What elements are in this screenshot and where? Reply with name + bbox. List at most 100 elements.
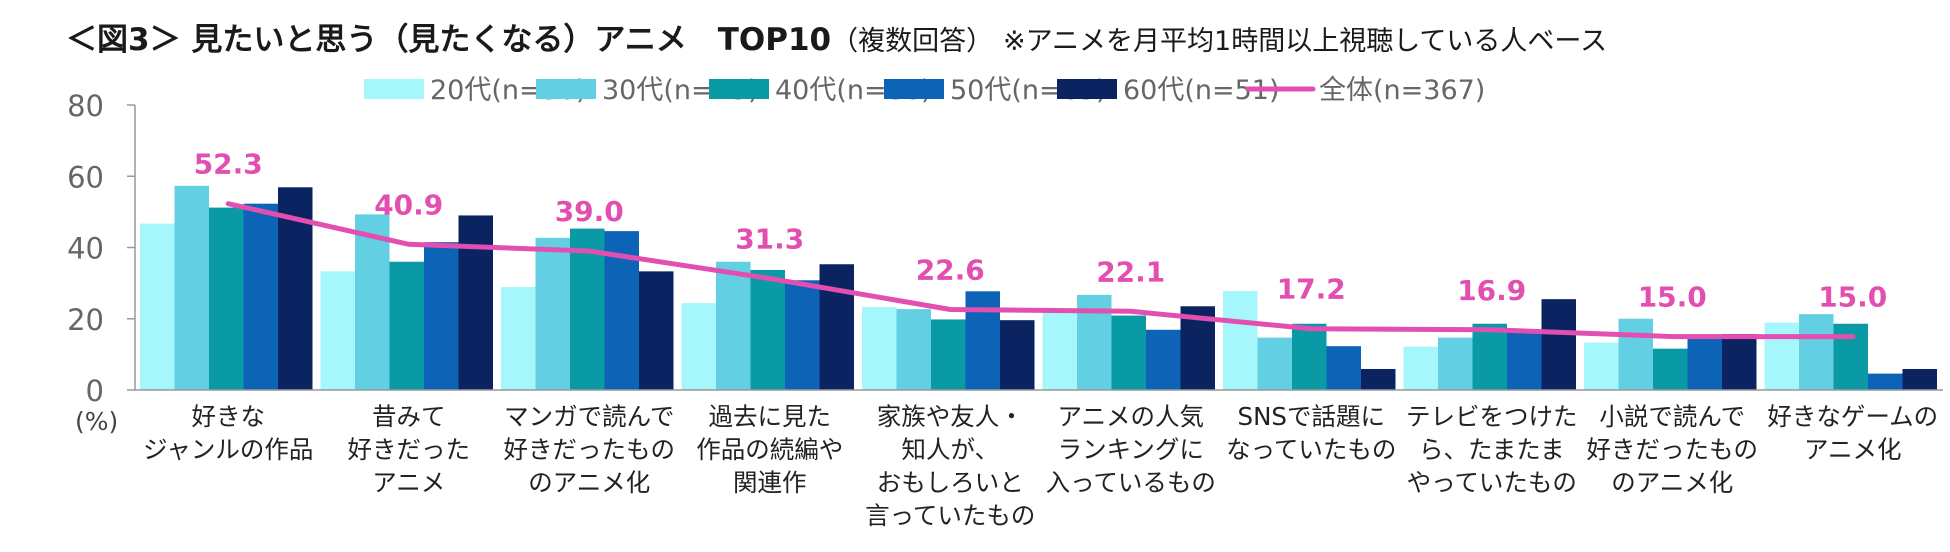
legend-label: 全体(n=367) — [1319, 75, 1485, 106]
overall-data-label: 16.9 — [1457, 274, 1526, 307]
bar-5-2 — [458, 215, 493, 390]
bar-2-3 — [535, 237, 570, 390]
bar-3-9 — [1653, 348, 1688, 390]
overall-data-label: 39.0 — [555, 195, 624, 228]
category-label: テレビをつけたら、たまたまやっていたもの — [1406, 402, 1578, 497]
bar-5-8 — [1541, 299, 1576, 390]
bar-5-7 — [1361, 368, 1396, 390]
bar-4-9 — [1687, 335, 1722, 390]
bar-3-2 — [389, 261, 424, 390]
overall-data-label: 15.0 — [1638, 281, 1707, 314]
y-tick-label: 60 — [67, 160, 104, 194]
chart-title: ＜図3＞ 見たいと思う（見たくなる）アニメ TOP10（複数回答） ※アニメを月… — [66, 14, 1607, 59]
category-label-line: 家族や友人・ — [877, 402, 1024, 431]
chart-title-note: ※アニメを月平均1時間以上視聴している人ベース — [1002, 26, 1608, 57]
y-tick-label: 20 — [67, 303, 104, 337]
bar-1-8 — [1403, 346, 1438, 390]
category-label-line: アニメ化 — [1804, 435, 1902, 464]
legend-swatch — [364, 79, 424, 99]
overall-line — [225, 201, 1856, 340]
bar-3-7 — [1292, 323, 1327, 390]
bar-1-10 — [1764, 322, 1799, 390]
category-label-line: やっていたもの — [1407, 468, 1577, 497]
category-label-line: ランキングに — [1058, 435, 1204, 464]
category-label-line: マンガで読んで — [504, 402, 674, 431]
bar-5-10 — [1902, 368, 1937, 390]
category-label-line: ジャンルの作品 — [143, 435, 313, 464]
category-label-line: 好きなゲームの — [1767, 402, 1938, 431]
category-label: 小説で読んで好きだったもののアニメ化 — [1587, 402, 1759, 497]
bar-1-2 — [320, 271, 355, 390]
bar-2-2 — [355, 214, 390, 390]
legend-swatch — [709, 79, 769, 99]
bar-3-10 — [1833, 323, 1868, 390]
category-label-line: 好きだった — [348, 435, 471, 464]
category-label-line: 入っているもの — [1046, 468, 1216, 497]
category-label-line: 好きだったもの — [504, 435, 676, 464]
bar-5-9 — [1722, 334, 1757, 390]
bar-1-4 — [681, 303, 716, 390]
overall-data-label: 22.6 — [916, 253, 985, 286]
category-label-line: おもしろいと — [877, 468, 1024, 497]
category-label-line: テレビをつけた — [1406, 402, 1578, 431]
category-label-line: アニメ — [372, 468, 445, 497]
bar-1-3 — [501, 287, 536, 390]
category-label: 昔みて好きだったアニメ — [348, 402, 471, 497]
legend-swatch — [884, 79, 944, 99]
category-label-line: のアニメ化 — [528, 468, 650, 497]
category-label-line: 小説で読んで — [1599, 402, 1745, 431]
category-label: 過去に見た作品の続編や関連作 — [696, 402, 843, 497]
bar-1-5 — [862, 306, 897, 390]
category-label: アニメの人気ランキングに入っているもの — [1046, 402, 1216, 497]
category-label: マンガで読んで好きだったもののアニメ化 — [504, 402, 676, 497]
y-tick-label: 0 — [86, 374, 104, 408]
bar-4-6 — [1146, 329, 1181, 390]
bar-1-6 — [1042, 310, 1077, 390]
category-label-line: 好きだったもの — [1587, 435, 1759, 464]
category-label-line: 知人が、 — [901, 435, 999, 464]
legend-swatch — [536, 79, 596, 99]
category-label-line: 関連作 — [733, 468, 807, 497]
chart-title-main: ＜図3＞ 見たいと思う（見たくなる）アニメ TOP10 — [66, 22, 832, 58]
bar-3-8 — [1472, 323, 1507, 390]
chart-title-sub: （複数回答） — [831, 26, 994, 57]
bar-4-2 — [424, 242, 459, 390]
category-label: SNSで話題になっていたもの — [1226, 402, 1396, 464]
category-label: 好きなジャンルの作品 — [143, 402, 313, 464]
overall-data-label: 17.2 — [1277, 273, 1346, 306]
bar-1-7 — [1223, 290, 1258, 390]
category-label: 好きなゲームのアニメ化 — [1767, 402, 1938, 464]
overall-data-label: 15.0 — [1818, 281, 1887, 314]
category-label: 家族や友人・知人が、おもしろいと言っていたもの — [865, 402, 1035, 530]
bar-4-10 — [1868, 373, 1903, 390]
bar-4-7 — [1326, 346, 1361, 390]
bar-4-5 — [965, 291, 1000, 390]
y-tick-label: 80 — [67, 89, 104, 123]
y-tick-label: 40 — [67, 232, 104, 266]
bar-5-3 — [639, 271, 674, 390]
overall-data-label: 52.3 — [194, 148, 263, 181]
category-label-line: 作品の続編や — [696, 435, 843, 464]
bar-2-10 — [1799, 314, 1834, 390]
bar-3-5 — [931, 319, 966, 390]
category-label-line: なっていたもの — [1226, 435, 1396, 464]
category-label-line: ら、たまたま — [1419, 435, 1565, 464]
overall-data-label: 22.1 — [1096, 255, 1165, 288]
category-label-line: 言っていたもの — [865, 501, 1035, 530]
overall-data-label: 40.9 — [374, 188, 443, 221]
bar-3-6 — [1111, 315, 1146, 390]
category-label-line: 過去に見た — [709, 402, 832, 431]
overall-data-label: 31.3 — [735, 222, 804, 255]
category-label-line: SNSで話題に — [1238, 402, 1385, 431]
bar-1-9 — [1584, 342, 1619, 390]
category-label-line: のアニメ化 — [1611, 468, 1733, 497]
y-axis-unit: (%) — [75, 407, 118, 436]
category-label-line: 昔みて — [372, 402, 446, 431]
bar-5-5 — [1000, 320, 1035, 390]
category-label-line: アニメの人気 — [1057, 402, 1204, 431]
bar-3-3 — [570, 228, 605, 390]
bar-2-1 — [174, 185, 209, 390]
bar-3-4 — [750, 269, 785, 390]
bar-2-4 — [716, 261, 751, 390]
